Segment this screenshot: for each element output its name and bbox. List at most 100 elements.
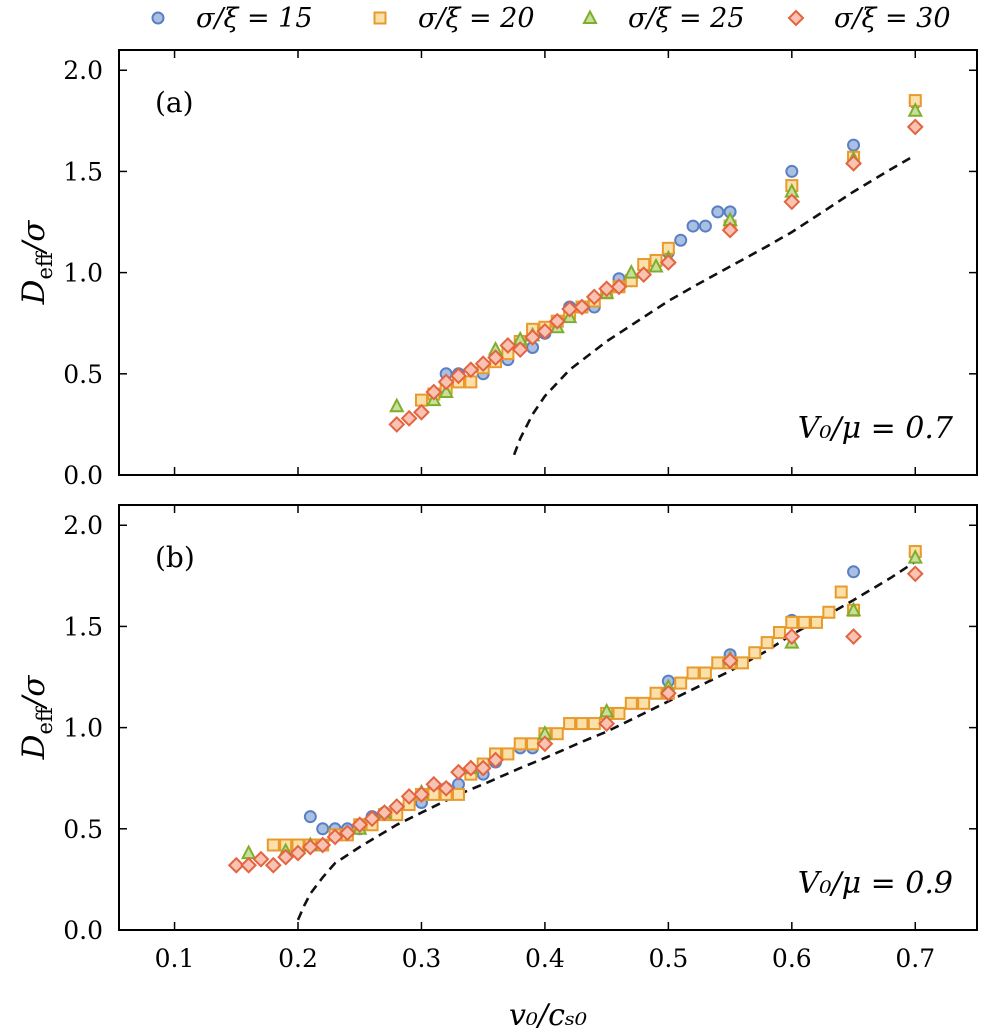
data-point-diamond bbox=[363, 810, 381, 828]
data-point-diamond bbox=[659, 254, 677, 271]
y-tick-label: 0.0 bbox=[63, 916, 103, 945]
x-tick-label: 0.5 bbox=[648, 944, 688, 973]
data-point-square bbox=[748, 646, 762, 660]
x-tick-label: 0.6 bbox=[772, 944, 812, 973]
data-point-square bbox=[612, 706, 626, 720]
data-point-diamond bbox=[314, 836, 332, 854]
data-point-diamond bbox=[845, 628, 862, 645]
data-point-diamond bbox=[425, 775, 443, 793]
data-point-diamond bbox=[487, 751, 504, 769]
data-point-square bbox=[624, 696, 638, 710]
data-point-circle bbox=[686, 219, 700, 233]
data-point-circle bbox=[674, 233, 688, 247]
data-point-square bbox=[451, 787, 465, 801]
data-point-square bbox=[686, 666, 700, 680]
data-point-diamond bbox=[289, 844, 307, 862]
legend-marker-square bbox=[373, 11, 387, 25]
y-tick-label: 0.5 bbox=[63, 815, 103, 844]
x-tick-label: 0.1 bbox=[155, 944, 195, 973]
data-point-square bbox=[698, 666, 712, 680]
x-tick-label: 0.2 bbox=[278, 944, 318, 973]
data-point-diamond bbox=[437, 373, 455, 391]
y-tick-label: 1.5 bbox=[63, 612, 103, 641]
legend-label: σ/ξ = 25 bbox=[628, 3, 745, 34]
y-tick-label: 1.5 bbox=[63, 157, 103, 186]
data-point-square bbox=[550, 727, 564, 741]
data-point-square bbox=[797, 615, 811, 629]
data-point-diamond bbox=[388, 798, 406, 815]
data-point-square bbox=[735, 656, 749, 670]
data-point-diamond bbox=[845, 154, 862, 172]
data-point-diamond bbox=[721, 652, 739, 670]
data-point-diamond bbox=[783, 628, 801, 645]
data-point-triangle bbox=[907, 548, 923, 564]
data-point-square bbox=[266, 838, 280, 852]
data-point-triangle bbox=[907, 102, 923, 117]
legend-label: σ/ξ = 20 bbox=[418, 3, 535, 34]
data-point-diamond bbox=[585, 288, 603, 306]
data-point-circle bbox=[698, 219, 712, 233]
data-point-diamond bbox=[499, 337, 517, 354]
data-point-triangle bbox=[240, 844, 257, 860]
data-point-triangle bbox=[389, 397, 405, 413]
data-point-diamond bbox=[240, 856, 258, 874]
x-tick-label: 0.7 bbox=[895, 944, 935, 973]
data-point-square bbox=[785, 615, 799, 629]
y-tick-label: 0.5 bbox=[63, 360, 103, 389]
data-point-square bbox=[810, 615, 824, 629]
data-point-diamond bbox=[511, 341, 529, 358]
data-point-diamond bbox=[659, 684, 677, 702]
data-point-triangle bbox=[623, 263, 639, 279]
data-point-diamond bbox=[524, 328, 541, 346]
data-point-triangle bbox=[438, 383, 454, 399]
legend-label: σ/ξ = 15 bbox=[196, 3, 313, 34]
legend-label: σ/ξ = 30 bbox=[834, 3, 951, 34]
legend-marker-diamond bbox=[787, 9, 805, 27]
data-point-diamond bbox=[413, 403, 430, 421]
data-point-square bbox=[587, 717, 601, 731]
data-point-diamond bbox=[548, 312, 566, 330]
data-point-square bbox=[760, 636, 774, 650]
data-point-square bbox=[834, 585, 848, 599]
legend: σ/ξ = 15 σ/ξ = 20 σ/ξ = 25 σ/ξ = 30 bbox=[151, 3, 951, 34]
panel-b: 0.1 0.2 0.3 0.4 0.5 0.6 0.7 0.0 0.5 1.0 1.5 2.0 Deff… bbox=[16, 504, 978, 973]
data-point-circle bbox=[785, 164, 799, 178]
x-tick-label: 0.3 bbox=[402, 944, 442, 973]
data-point-diamond bbox=[252, 850, 270, 868]
data-point-triangle bbox=[648, 257, 664, 273]
data-point-diamond bbox=[227, 856, 245, 874]
y-tick-label: 2.0 bbox=[63, 56, 103, 85]
data-point-diamond bbox=[326, 828, 344, 846]
y-tick-label: 1.0 bbox=[63, 714, 103, 743]
data-point-square bbox=[772, 626, 786, 639]
data-point-diamond bbox=[264, 856, 282, 874]
data-point-diamond bbox=[376, 804, 393, 822]
data-point-diamond bbox=[450, 763, 467, 781]
data-point-circle bbox=[711, 205, 725, 219]
theory-dashed-line bbox=[296, 560, 917, 921]
data-point-diamond bbox=[906, 118, 924, 136]
y-tick-label: 2.0 bbox=[63, 511, 103, 540]
data-point-square bbox=[649, 686, 663, 700]
legend-marker-triangle bbox=[582, 9, 598, 24]
data-point-diamond bbox=[536, 322, 554, 340]
data-point-diamond bbox=[388, 415, 406, 433]
data-point-diamond bbox=[906, 565, 924, 583]
panel-label: (a) bbox=[155, 86, 194, 119]
data-point-square bbox=[501, 747, 515, 761]
data-point-diamond bbox=[474, 355, 492, 373]
data-point-diamond bbox=[462, 361, 480, 379]
data-point-square bbox=[674, 676, 688, 690]
plot-frame bbox=[118, 49, 978, 476]
panel-label: (b) bbox=[155, 541, 195, 574]
data-point-diamond bbox=[462, 759, 480, 777]
legend-marker-circle bbox=[151, 11, 165, 25]
data-point-diamond bbox=[277, 848, 295, 866]
data-point-diamond bbox=[413, 785, 430, 803]
plot-frame bbox=[118, 504, 978, 931]
data-point-square bbox=[526, 737, 540, 751]
data-point-square bbox=[575, 717, 589, 731]
data-point-diamond bbox=[610, 278, 628, 296]
data-point-circle bbox=[847, 138, 861, 152]
